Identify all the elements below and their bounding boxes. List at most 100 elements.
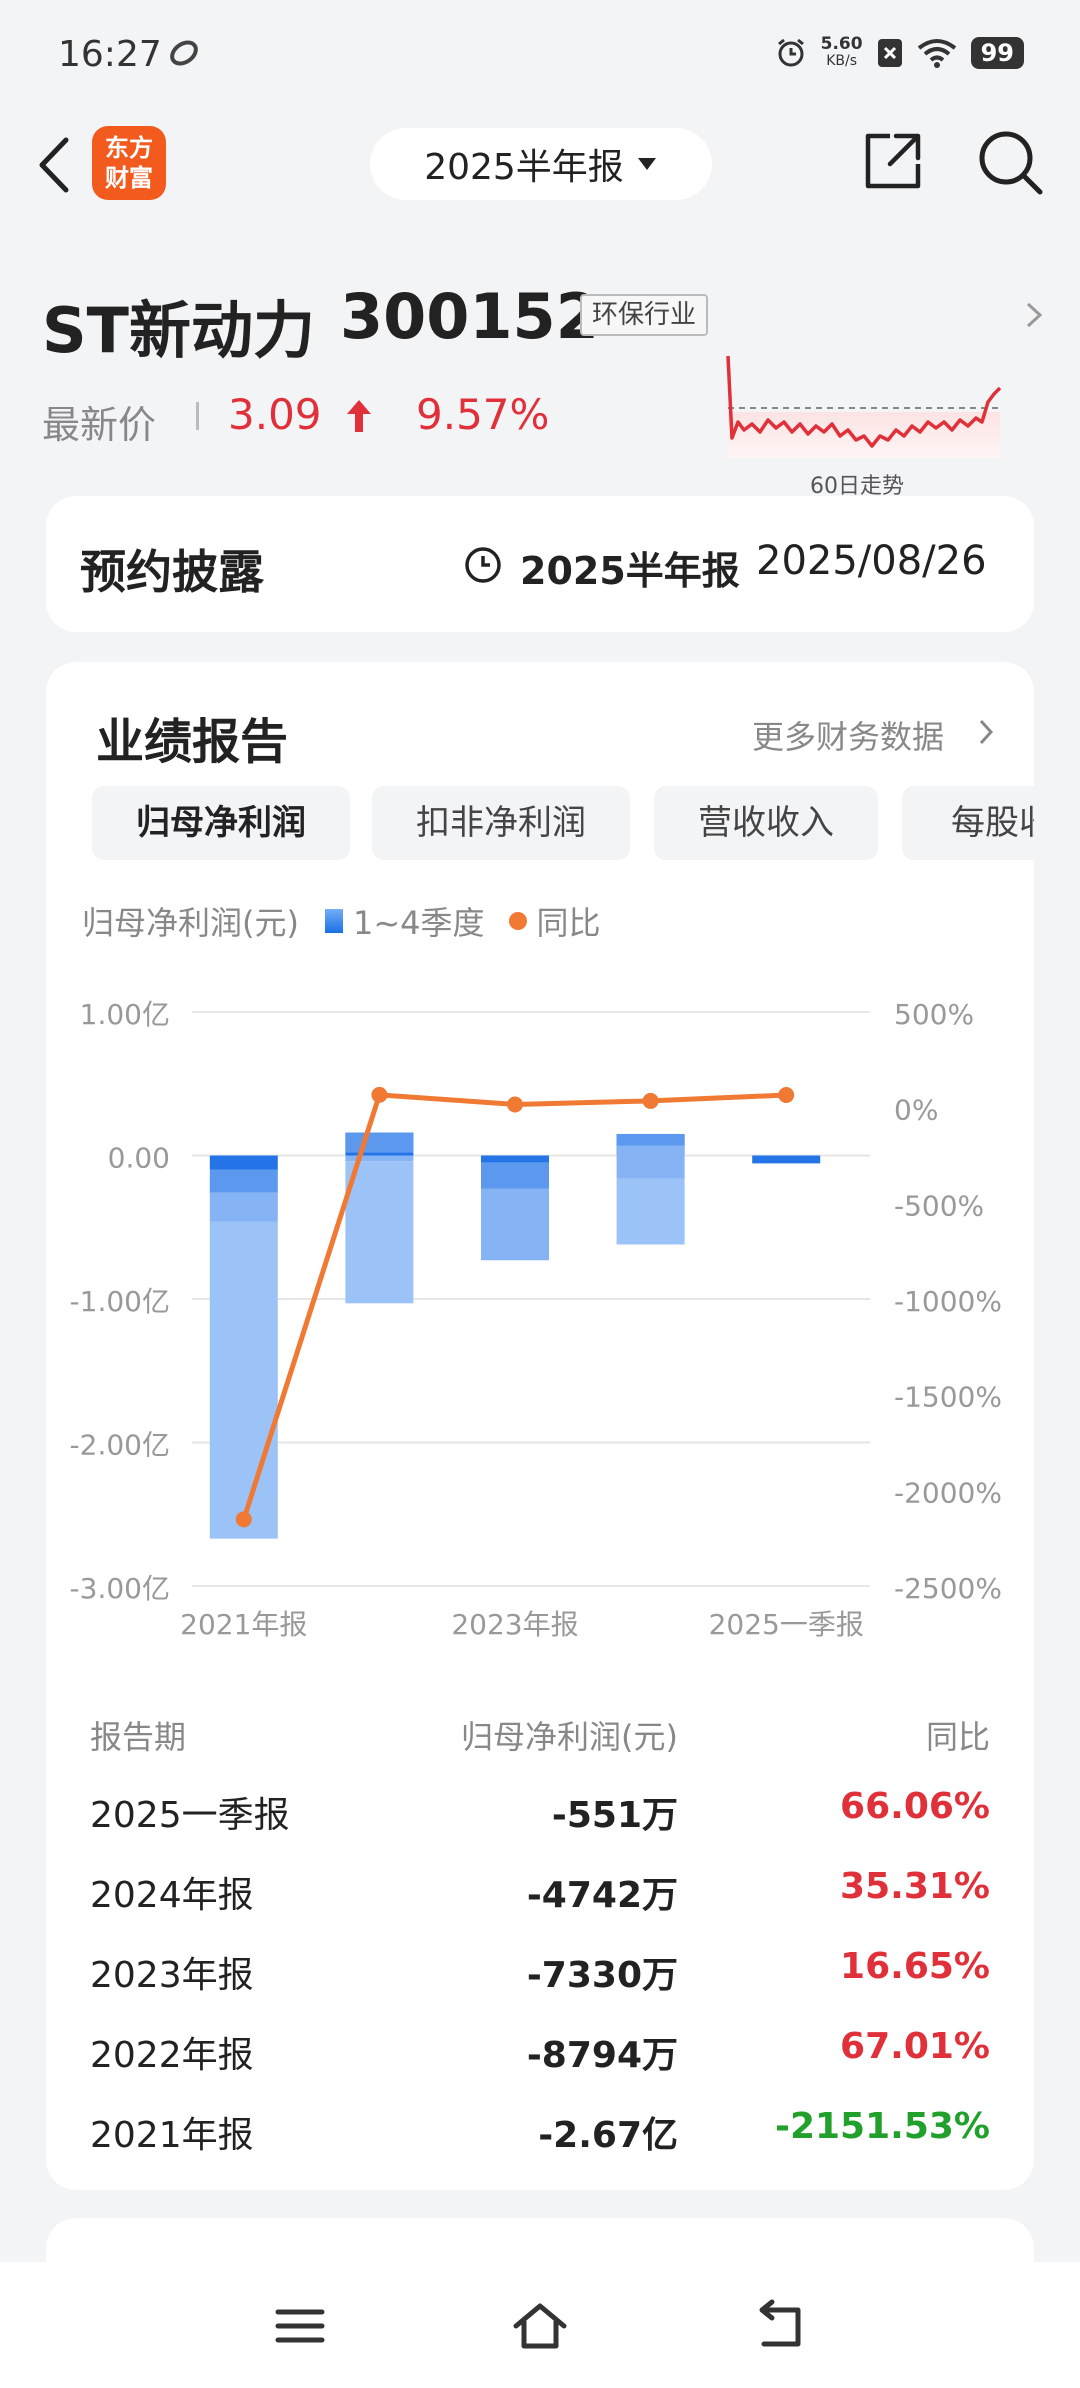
- tab-deducted-profit[interactable]: 扣非净利润: [372, 786, 630, 860]
- sync-icon: [170, 40, 198, 66]
- table-row-value: -8794万: [526, 2035, 678, 2076]
- y-left-tick-label: -1.00亿: [70, 1285, 170, 1318]
- table-row-period: 2023年报: [90, 1955, 254, 1996]
- sparkline-label: 60日走势: [810, 474, 904, 499]
- table-row-period: 2025一季报: [90, 1795, 290, 1836]
- table-row-value: -2.67亿: [538, 2115, 678, 2156]
- tab-net-profit[interactable]: 归母净利润: [92, 786, 350, 860]
- chevron-right-icon[interactable]: [976, 716, 996, 748]
- x-tick-label: 2025一季报: [709, 1608, 864, 1641]
- y-left-tick-label: 1.00亿: [80, 998, 170, 1031]
- bar-segment: [209, 1221, 278, 1539]
- battery-indicator: 99: [970, 37, 1024, 69]
- caret-down-icon: [637, 158, 656, 170]
- period-selector[interactable]: 2025半年报: [370, 128, 712, 200]
- price-change: 9.57%: [416, 390, 550, 439]
- legend-quarters: 1~4季度: [352, 904, 485, 942]
- trend-sparkline[interactable]: [724, 352, 1004, 458]
- table-header-value: 归母净利润(元): [461, 1718, 678, 1756]
- net-speed-value: 5.60: [820, 34, 863, 54]
- bar-segment: [481, 1188, 549, 1261]
- industry-tag[interactable]: 环保行业: [580, 294, 709, 336]
- legend-quarters-swatch: [324, 909, 343, 933]
- alarm-icon: [777, 38, 804, 67]
- bar-segment: [481, 1162, 549, 1189]
- legend-yoy-swatch: [508, 912, 527, 930]
- yoy-point: [235, 1511, 252, 1528]
- back-icon[interactable]: [30, 130, 80, 200]
- wifi-icon: [917, 39, 956, 68]
- y-right-tick-label: -1500%: [894, 1381, 1002, 1414]
- bar-segment: [616, 1133, 685, 1146]
- table-row-value: -7330万: [526, 1955, 678, 1996]
- status-bar: 16:27 5.60 KB/s 99: [0, 0, 1080, 96]
- yoy-point: [642, 1092, 659, 1109]
- clock-icon: [465, 547, 501, 583]
- stock-name: ST新动力: [42, 294, 315, 367]
- arrow-up-icon: [347, 400, 371, 432]
- net-speed: 5.60 KB/s: [821, 36, 863, 70]
- price-divider: [196, 402, 199, 430]
- y-left-tick-label: -2.00亿: [70, 1429, 170, 1462]
- table-row-yoy: 66.06%: [840, 1786, 990, 1827]
- bar-segment: [616, 1145, 685, 1179]
- tab-revenue[interactable]: 营收收入: [654, 786, 878, 860]
- disclosure-period: 2025半年报: [520, 549, 740, 593]
- x-tick-label: 2023年报: [451, 1608, 578, 1641]
- bar-segment: [752, 1155, 821, 1164]
- yoy-point: [778, 1087, 795, 1104]
- table-row-yoy: 35.31%: [840, 1866, 990, 1907]
- search-icon[interactable]: [976, 128, 1046, 198]
- price-label: 最新价: [42, 403, 157, 447]
- bar-segment: [209, 1155, 278, 1170]
- bar-segment: [345, 1132, 414, 1153]
- stock-code: 300152: [340, 280, 599, 353]
- table-header-period: 报告期: [90, 1718, 187, 1756]
- y-right-tick-label: -2000%: [894, 1476, 1002, 1509]
- status-time: 16:27: [58, 34, 162, 75]
- legend-metric: 归母净利润(元): [82, 904, 299, 942]
- table-row-value: -4742万: [526, 1875, 678, 1916]
- period-selector-label: 2025半年报: [424, 147, 624, 188]
- menu-icon[interactable]: [270, 2298, 330, 2354]
- y-right-tick-label: -1000%: [894, 1285, 1002, 1318]
- net-speed-unit: KB/s: [826, 53, 858, 69]
- net-profit-chart[interactable]: 1.00亿 0.00 -1.00亿 -2.00亿 -3.00亿 500% 0% -500% -1…: [46, 962, 1034, 1762]
- table-row-yoy: 16.65%: [840, 1946, 990, 1987]
- tab-eps[interactable]: 每股收: [902, 786, 1034, 860]
- more-financial-link[interactable]: 更多财务数据: [752, 718, 945, 756]
- back-nav-icon[interactable]: [750, 2298, 810, 2354]
- status-icons: 5.60 KB/s 99: [775, 36, 1024, 70]
- disclosure-card: 预约披露 2025半年报 2025/08/26: [46, 496, 1034, 632]
- home-icon[interactable]: [510, 2298, 570, 2354]
- table-row-period: 2021年报: [90, 2115, 254, 2156]
- table-row-yoy: -2151.53%: [775, 2106, 990, 2147]
- system-nav-bar: [0, 2262, 1080, 2388]
- bar-segment: [345, 1161, 414, 1304]
- performance-card: 业绩报告 更多财务数据 归母净利润 扣非净利润 营收收入 每股收 归母净利润(元…: [46, 662, 1034, 2190]
- y-right-tick-label: 500%: [894, 998, 974, 1031]
- bar-segment: [345, 1155, 414, 1162]
- app-logo: 东方 财富: [92, 126, 166, 200]
- performance-title: 业绩报告: [96, 714, 289, 770]
- logo-line1: 东方: [105, 134, 153, 162]
- metric-tabs: 归母净利润 扣非净利润 营收收入 每股收: [92, 786, 1034, 862]
- yoy-point: [371, 1086, 388, 1103]
- chart-legend: 归母净利润(元) 1~4季度 同比: [82, 898, 601, 944]
- chevron-right-icon[interactable]: [1022, 298, 1046, 332]
- legend-yoy: 同比: [536, 904, 601, 942]
- price-value: 3.09: [228, 390, 322, 439]
- top-header: 东方 财富 2025半年报: [0, 100, 1080, 230]
- table-row-period: 2024年报: [90, 1875, 254, 1916]
- table-row-yoy: 67.01%: [840, 2026, 990, 2067]
- share-icon[interactable]: [860, 128, 926, 194]
- sim-blocked-icon: [877, 39, 902, 67]
- disclosure-title: 预约披露: [80, 545, 264, 599]
- y-right-tick-label: 0%: [894, 1094, 938, 1127]
- logo-line2: 财富: [105, 164, 153, 192]
- yoy-point: [507, 1096, 523, 1113]
- x-tick-label: 2021年报: [180, 1608, 307, 1641]
- table-row-period: 2022年报: [90, 2035, 254, 2076]
- bar-segment: [209, 1192, 278, 1222]
- y-right-tick-label: -2500%: [894, 1572, 1002, 1605]
